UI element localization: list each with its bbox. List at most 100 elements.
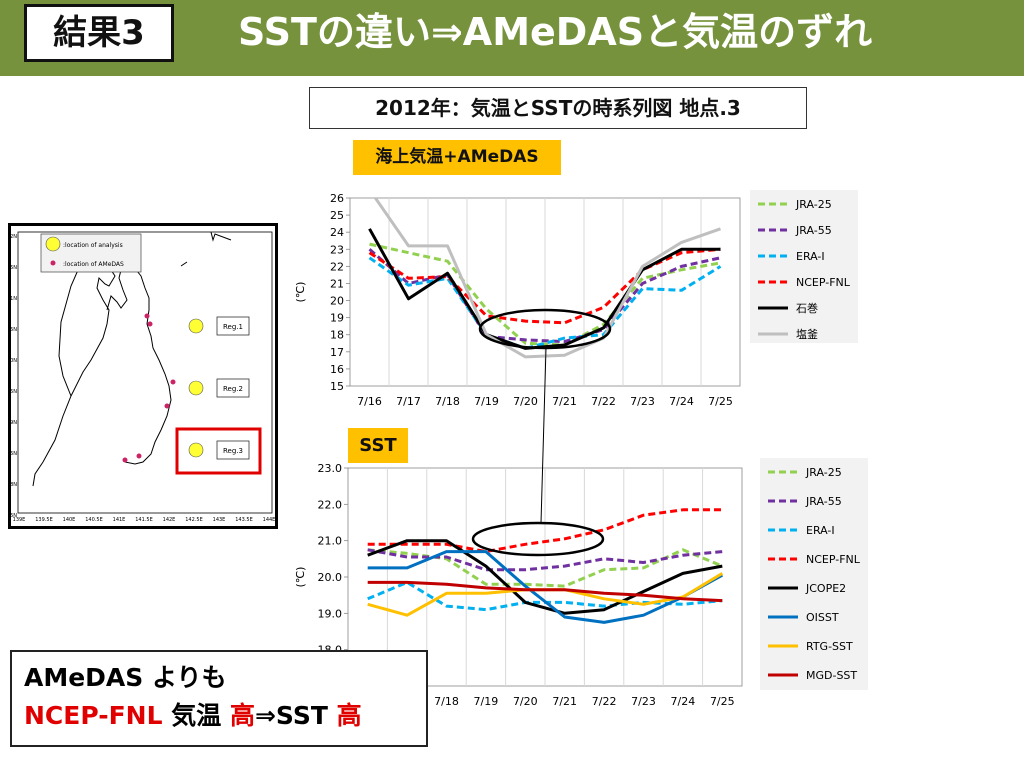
series-line-JRA-55 xyxy=(367,548,723,572)
region-label: Reg.1 xyxy=(223,323,243,331)
y-tick-label: 19 xyxy=(330,312,344,325)
lat-label: 39N xyxy=(11,420,17,426)
y-axis-label: (℃) xyxy=(294,282,307,303)
lon-label: 141.5E xyxy=(135,517,152,523)
region-box xyxy=(216,440,250,460)
conclusion-note: AMeDAS よりも NCEP-FNL 気温 高⇒SST 高 xyxy=(10,650,428,747)
amedas-marker xyxy=(164,403,170,409)
legend-label: 石巻 xyxy=(796,302,818,315)
analysis-location-marker xyxy=(188,380,204,396)
y-tick-label: 17 xyxy=(330,346,344,359)
region-label: Reg.2 xyxy=(223,385,243,393)
x-tick-label: 7/22 xyxy=(592,695,617,706)
y-tick-label: 20 xyxy=(330,295,344,308)
legend-label: RTG-SST xyxy=(806,640,853,653)
lat-label: 40.5N xyxy=(11,327,17,333)
x-tick-label: 7/21 xyxy=(552,695,577,706)
y-axis-label: (℃) xyxy=(294,567,307,588)
y-tick-label: 23.0 xyxy=(318,462,343,475)
note-ncep-label: NCEP-FNL xyxy=(24,701,163,730)
y-tick-label: 18 xyxy=(330,329,344,342)
x-tick-label: 7/18 xyxy=(435,395,460,408)
analysis-location-marker xyxy=(188,318,204,334)
region-label: Reg.3 xyxy=(223,447,243,455)
map-plot-area xyxy=(17,231,273,514)
amedas-marker xyxy=(144,313,150,319)
x-tick-label: 7/24 xyxy=(671,695,696,706)
legend-label: ERA-I xyxy=(806,524,835,537)
series-line-JCOPE2 xyxy=(367,539,723,615)
amedas-marker xyxy=(147,321,153,327)
air-temp-chart: 15 16 17 18 19 20 21 22 23 24 25 26 7/16 7/17 7/18 7/19… xyxy=(294,190,858,408)
x-tick-label: 7/22 xyxy=(591,395,616,408)
legend-label: NCEP-FNL xyxy=(806,553,861,566)
air-temp-chart-tag: 海上気温+AMeDAS xyxy=(353,140,561,175)
x-tick-label: 7/23 xyxy=(630,395,655,408)
series-line-ERA-I xyxy=(368,256,722,350)
region-box xyxy=(216,378,250,398)
x-tick-label: 7/16 xyxy=(357,395,382,408)
amedas-marker xyxy=(170,379,176,385)
y-tick-label: 24 xyxy=(330,226,344,239)
y-tick-label: 22.0 xyxy=(318,498,343,511)
lon-label: 139.5E xyxy=(35,517,52,523)
y-tick-label: 16 xyxy=(330,363,344,376)
lon-label: 142E xyxy=(163,517,176,523)
series-line-MGD-SST xyxy=(367,580,723,603)
lat-label: 38.5N xyxy=(11,451,17,457)
lon-label: 143.5E xyxy=(235,517,252,523)
map-legend-amedas: :location of AMeDAS xyxy=(63,261,124,268)
y-tick-label: 15 xyxy=(330,380,344,393)
lat-label: 39.5N xyxy=(11,389,17,395)
lon-label: 140E xyxy=(63,517,76,523)
y-tick-label: 20.0 xyxy=(318,571,343,584)
amedas-legend-marker xyxy=(50,260,56,266)
x-tick-label: 7/20 xyxy=(513,695,538,706)
legend-label: JCOPE2 xyxy=(805,582,846,595)
result-badge: 結果3 xyxy=(24,4,174,62)
analysis-location-marker xyxy=(188,442,204,458)
y-tick-label: 23 xyxy=(330,243,344,256)
lon-label: 140.5E xyxy=(85,517,102,523)
legend-label: JRA-25 xyxy=(805,466,842,479)
slide-title: SSTの違い⇒AMeDASと気温のずれ xyxy=(238,10,873,54)
lon-label: 141E xyxy=(113,517,126,523)
lon-label: 143E xyxy=(213,517,226,523)
lat-label: 42N xyxy=(11,234,17,240)
x-tick-label: 7/19 xyxy=(474,395,499,408)
coastline xyxy=(32,231,232,487)
amedas-marker xyxy=(122,457,128,463)
x-tick-label: 7/25 xyxy=(708,395,733,408)
region-3-highlight xyxy=(175,427,262,475)
x-tick-label: 7/21 xyxy=(552,395,577,408)
y-tick-label: 21 xyxy=(330,277,344,290)
lon-label: 144E xyxy=(263,517,275,523)
location-map: 42N41.5N41N40.5N40N39.5N39N38.5N38N37.5N… xyxy=(2,223,278,529)
legend-label: JRA-55 xyxy=(805,495,842,508)
map-legend-analysis: :location of analysis xyxy=(63,242,123,249)
lat-label: 41.5N xyxy=(11,265,17,271)
x-tick-label: 7/20 xyxy=(513,395,538,408)
amedas-marker xyxy=(136,453,142,459)
y-tick-label: 26 xyxy=(330,192,344,205)
legend-label: ERA-I xyxy=(796,250,825,263)
legend-label: OISST xyxy=(806,611,839,624)
legend-box xyxy=(760,458,868,690)
region-box xyxy=(216,316,250,336)
series-line-OISST xyxy=(367,550,724,624)
sst-chart-tag: SST xyxy=(348,428,408,463)
x-tick-label: 7/19 xyxy=(474,695,499,706)
y-tick-label: 25 xyxy=(330,209,344,222)
x-tick-label: 7/18 xyxy=(434,695,459,706)
lat-label: 40N xyxy=(11,358,17,364)
map-canvas: 42N41.5N41N40.5N40N39.5N39N38.5N38N37.5N… xyxy=(2,231,275,523)
x-tick-label: 7/23 xyxy=(631,695,656,706)
y-tick-label: 21.0 xyxy=(318,535,343,548)
legend-label: 塩釜 xyxy=(796,327,818,341)
lat-label: 38N xyxy=(11,482,17,488)
note-line-1: AMeDAS よりも xyxy=(24,663,227,692)
x-tick-label: 7/25 xyxy=(710,695,735,706)
legend-label: JRA-25 xyxy=(795,198,832,211)
legend-box xyxy=(750,190,858,343)
lon-label: 139E xyxy=(13,517,26,523)
